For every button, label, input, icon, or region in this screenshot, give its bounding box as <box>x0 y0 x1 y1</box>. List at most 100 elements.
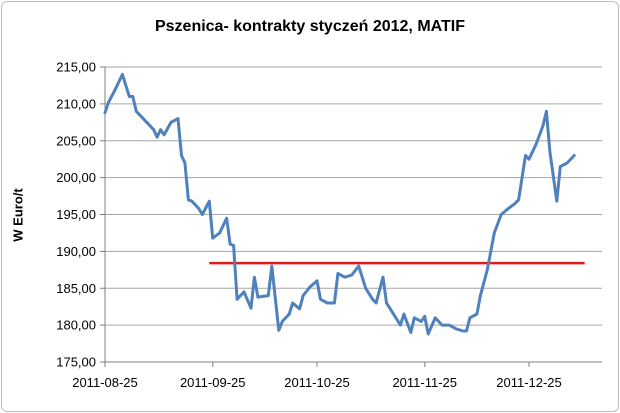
data-point <box>513 202 517 205</box>
data-point <box>548 150 552 154</box>
x-axis-ticks: 2011-08-25 2011-09-25 2011-10-25 2011-11-25… <box>72 362 562 390</box>
data-point <box>475 312 479 316</box>
data-point <box>381 275 385 279</box>
data-point <box>176 117 180 120</box>
data-point <box>256 295 260 299</box>
data-point <box>180 154 183 157</box>
data-point <box>187 198 190 201</box>
data-point <box>399 323 402 327</box>
y-axis-ticks: 175,00 180,00 185,00 190,00 195,00 200,00 205,… <box>56 60 105 370</box>
data-point <box>433 316 437 319</box>
data-point <box>121 73 124 76</box>
data-point <box>423 315 426 318</box>
y-tick-label: 180,00 <box>56 318 96 333</box>
data-point <box>440 323 444 327</box>
data-point <box>277 329 280 332</box>
y-tick-label: 175,00 <box>56 355 96 370</box>
x-tick-label: 2011-08-25 <box>72 375 138 390</box>
data-point <box>454 327 458 331</box>
data-point <box>413 316 416 319</box>
data-point <box>249 306 253 310</box>
data-point <box>135 110 138 113</box>
data-point <box>566 161 569 165</box>
data-point <box>336 272 340 275</box>
data-point <box>228 242 232 246</box>
data-point <box>524 154 527 157</box>
chart-title: Pszenica- kontrakty styczeń 2012, MATIF <box>154 18 466 35</box>
data-point <box>572 154 576 157</box>
axes <box>104 67 602 363</box>
data-point <box>128 95 131 98</box>
data-point <box>242 290 246 294</box>
data-point <box>517 198 520 201</box>
data-point <box>131 95 135 98</box>
y-tick-label: 215,00 <box>56 60 96 75</box>
data-point <box>267 294 270 297</box>
data-point <box>291 301 294 305</box>
data-point <box>225 216 228 220</box>
data-point <box>114 87 117 91</box>
data-point <box>555 200 559 203</box>
data-point <box>385 301 388 305</box>
x-tick-label: 2011-10-25 <box>284 375 350 390</box>
data-point <box>169 121 173 124</box>
data-point <box>420 320 423 323</box>
data-point <box>427 332 430 336</box>
data-point <box>465 329 468 333</box>
y-tick-label: 200,00 <box>56 170 96 185</box>
x-tick-label: 2011-09-25 <box>180 375 246 390</box>
data-point <box>534 143 538 146</box>
data-point <box>107 101 110 104</box>
y-tick-label: 195,00 <box>56 207 96 222</box>
data-point <box>315 279 319 283</box>
data-point <box>155 135 159 139</box>
data-point <box>301 294 305 297</box>
data-point <box>402 312 406 316</box>
data-point <box>343 275 347 279</box>
y-tick-label: 210,00 <box>56 96 96 111</box>
data-point <box>270 264 274 268</box>
series-group <box>103 72 576 336</box>
data-point <box>235 298 239 301</box>
data-point <box>253 275 256 279</box>
data-point <box>159 128 162 131</box>
data-point <box>486 268 489 272</box>
y-tick-label: 185,00 <box>56 281 96 296</box>
data-point <box>288 312 291 316</box>
data-point <box>371 298 374 301</box>
data-point <box>374 301 378 305</box>
data-point <box>218 231 221 235</box>
data-point <box>211 236 214 240</box>
data-point <box>145 121 148 124</box>
gridlines <box>105 66 602 363</box>
data-point <box>162 133 166 137</box>
data-point <box>281 320 284 323</box>
data-point <box>409 331 413 334</box>
data-point <box>183 161 187 165</box>
data-point <box>500 213 503 216</box>
data-point <box>506 207 510 210</box>
data-point <box>357 264 360 268</box>
data-point <box>308 285 312 288</box>
data-point <box>201 213 204 216</box>
y-tick-label: 190,00 <box>56 244 96 259</box>
data-point <box>103 111 107 114</box>
data-point <box>197 207 201 210</box>
data-point <box>319 298 322 301</box>
data-point <box>326 301 329 305</box>
data-point <box>350 273 353 277</box>
data-point <box>527 157 531 161</box>
data-point <box>541 124 545 128</box>
x-tick-label: 2011-11-25 <box>392 375 457 390</box>
data-point <box>298 307 301 311</box>
data-point <box>468 316 472 319</box>
data-point <box>479 294 482 297</box>
data-point <box>447 323 451 327</box>
y-tick-label: 205,00 <box>56 133 96 148</box>
data-point <box>493 231 496 235</box>
data-point <box>208 200 211 203</box>
data-point <box>545 110 548 113</box>
data-point <box>152 128 155 131</box>
series-line <box>103 72 576 336</box>
